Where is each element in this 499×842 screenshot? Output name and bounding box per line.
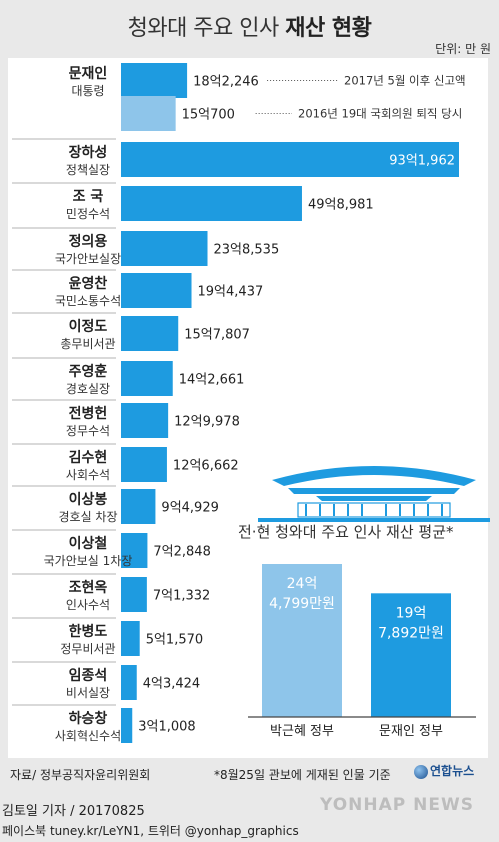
person-name: 윤영찬 bbox=[69, 275, 108, 292]
inset-bar bbox=[371, 593, 451, 717]
bar bbox=[121, 316, 179, 351]
title-bold: 재산 현황 bbox=[285, 16, 372, 41]
social-links: 페이스북 tuney.kr/LeYN1, 트위터 @yonhap_graphic… bbox=[2, 824, 299, 838]
bar bbox=[121, 186, 302, 221]
inset-category: 문재인 정부 bbox=[379, 724, 443, 739]
data-label: 93억1,962 bbox=[389, 154, 455, 169]
bar bbox=[121, 577, 147, 612]
source-text: 자료/ 정부공직자윤리위원회 bbox=[10, 768, 151, 782]
person-name: 하승창 bbox=[69, 710, 108, 727]
person-role: 정책실장 bbox=[66, 162, 110, 177]
inset-category: 박근혜 정부 bbox=[270, 724, 334, 739]
bar bbox=[121, 96, 176, 131]
title-plain: 청와대 주요 인사 bbox=[127, 16, 280, 41]
person-role: 인사수석 bbox=[66, 598, 110, 612]
bar bbox=[121, 231, 208, 266]
person-role: 민정수석 bbox=[66, 207, 110, 221]
person-name: 정의용 bbox=[69, 233, 108, 250]
person-role: 총무비서관 bbox=[60, 337, 115, 351]
person-role: 경호실 차장 bbox=[58, 510, 117, 524]
person-name: 김수현 bbox=[69, 449, 108, 466]
bar bbox=[121, 273, 192, 308]
data-label: 4억3,424 bbox=[143, 677, 200, 692]
person-name: 전병헌 bbox=[69, 405, 108, 422]
data-label: 49억8,981 bbox=[308, 198, 374, 213]
person-role: 대통령 bbox=[71, 84, 104, 98]
bar bbox=[121, 403, 169, 438]
data-label: 15억700 bbox=[182, 108, 235, 123]
inset-value-top: 19억 bbox=[396, 605, 427, 621]
person-name: 주영훈 bbox=[69, 363, 108, 380]
person-role: 경호실장 bbox=[66, 382, 110, 396]
person-role: 정무수석 bbox=[66, 424, 110, 438]
annotation-text: 2016년 19대 국회의원 퇴직 당시 bbox=[298, 107, 462, 121]
person-role: 국가안보실장 bbox=[55, 252, 121, 266]
person-name: 조 국 bbox=[73, 189, 104, 205]
page-title: 청와대 주요 인사 재산 현황 bbox=[0, 10, 499, 42]
data-label: 15억7,807 bbox=[184, 328, 250, 343]
data-label: 19억4,437 bbox=[198, 285, 264, 300]
person-name: 이상철 bbox=[69, 535, 108, 552]
yonhap-logo: 연합뉴스 bbox=[414, 762, 474, 779]
bar bbox=[121, 533, 148, 568]
data-label: 18억2,246 bbox=[193, 75, 259, 90]
data-label: 7억2,848 bbox=[153, 545, 210, 560]
bar bbox=[121, 489, 156, 524]
person-role: 국가안보실 1차장 bbox=[44, 554, 133, 568]
inset-bar bbox=[262, 564, 342, 717]
bar bbox=[121, 63, 188, 98]
person-name: 임종석 bbox=[69, 668, 108, 684]
person-name: 한병도 bbox=[69, 623, 108, 640]
data-label: 12억6,662 bbox=[173, 459, 239, 474]
data-label: 9억4,929 bbox=[161, 501, 218, 516]
person-name: 장하성 bbox=[69, 144, 108, 161]
inset-value-bottom: 7,892만원 bbox=[378, 625, 444, 641]
inset-title: 전·현 청와대 주요 인사 재산 평균* bbox=[238, 523, 454, 541]
person-name: 문재인 bbox=[69, 65, 108, 82]
watermark: YONHAP NEWS bbox=[320, 795, 474, 815]
bar bbox=[121, 142, 459, 177]
data-label: 12억9,978 bbox=[174, 415, 240, 430]
globe-icon bbox=[414, 764, 428, 779]
data-label: 14억2,661 bbox=[179, 373, 245, 388]
bar bbox=[121, 447, 167, 482]
reporter-credit: 김토일 기자 / 20170825 bbox=[2, 804, 145, 819]
annotation-text: 2017년 5월 이후 신고액 bbox=[344, 74, 466, 88]
person-name: 조현옥 bbox=[69, 580, 108, 596]
bar bbox=[121, 361, 173, 396]
person-role: 정무비서관 bbox=[60, 642, 115, 656]
bar bbox=[121, 665, 137, 700]
person-role: 사회수석 bbox=[66, 468, 110, 482]
person-role: 사회혁신수석 bbox=[55, 729, 121, 743]
person-name: 이상봉 bbox=[69, 491, 108, 508]
person-role: 국민소통수석 bbox=[55, 294, 121, 308]
unit-label: 단위: 만 원 bbox=[435, 42, 491, 56]
data-label: 5억1,570 bbox=[146, 633, 203, 648]
inset-value-bottom: 4,799만원 bbox=[269, 596, 335, 612]
bar bbox=[121, 708, 133, 743]
footnote-text: *8월25일 관보에 게재된 인물 기준 bbox=[214, 768, 391, 782]
data-label: 3억1,008 bbox=[138, 720, 195, 735]
data-label: 7억1,332 bbox=[153, 589, 210, 604]
blue-house-icon bbox=[258, 466, 490, 522]
person-role: 비서실장 bbox=[66, 686, 110, 700]
data-label: 23억8,535 bbox=[214, 243, 280, 258]
bar bbox=[121, 621, 140, 656]
person-name: 이정도 bbox=[69, 318, 108, 335]
inset-value-top: 24억 bbox=[287, 576, 318, 592]
